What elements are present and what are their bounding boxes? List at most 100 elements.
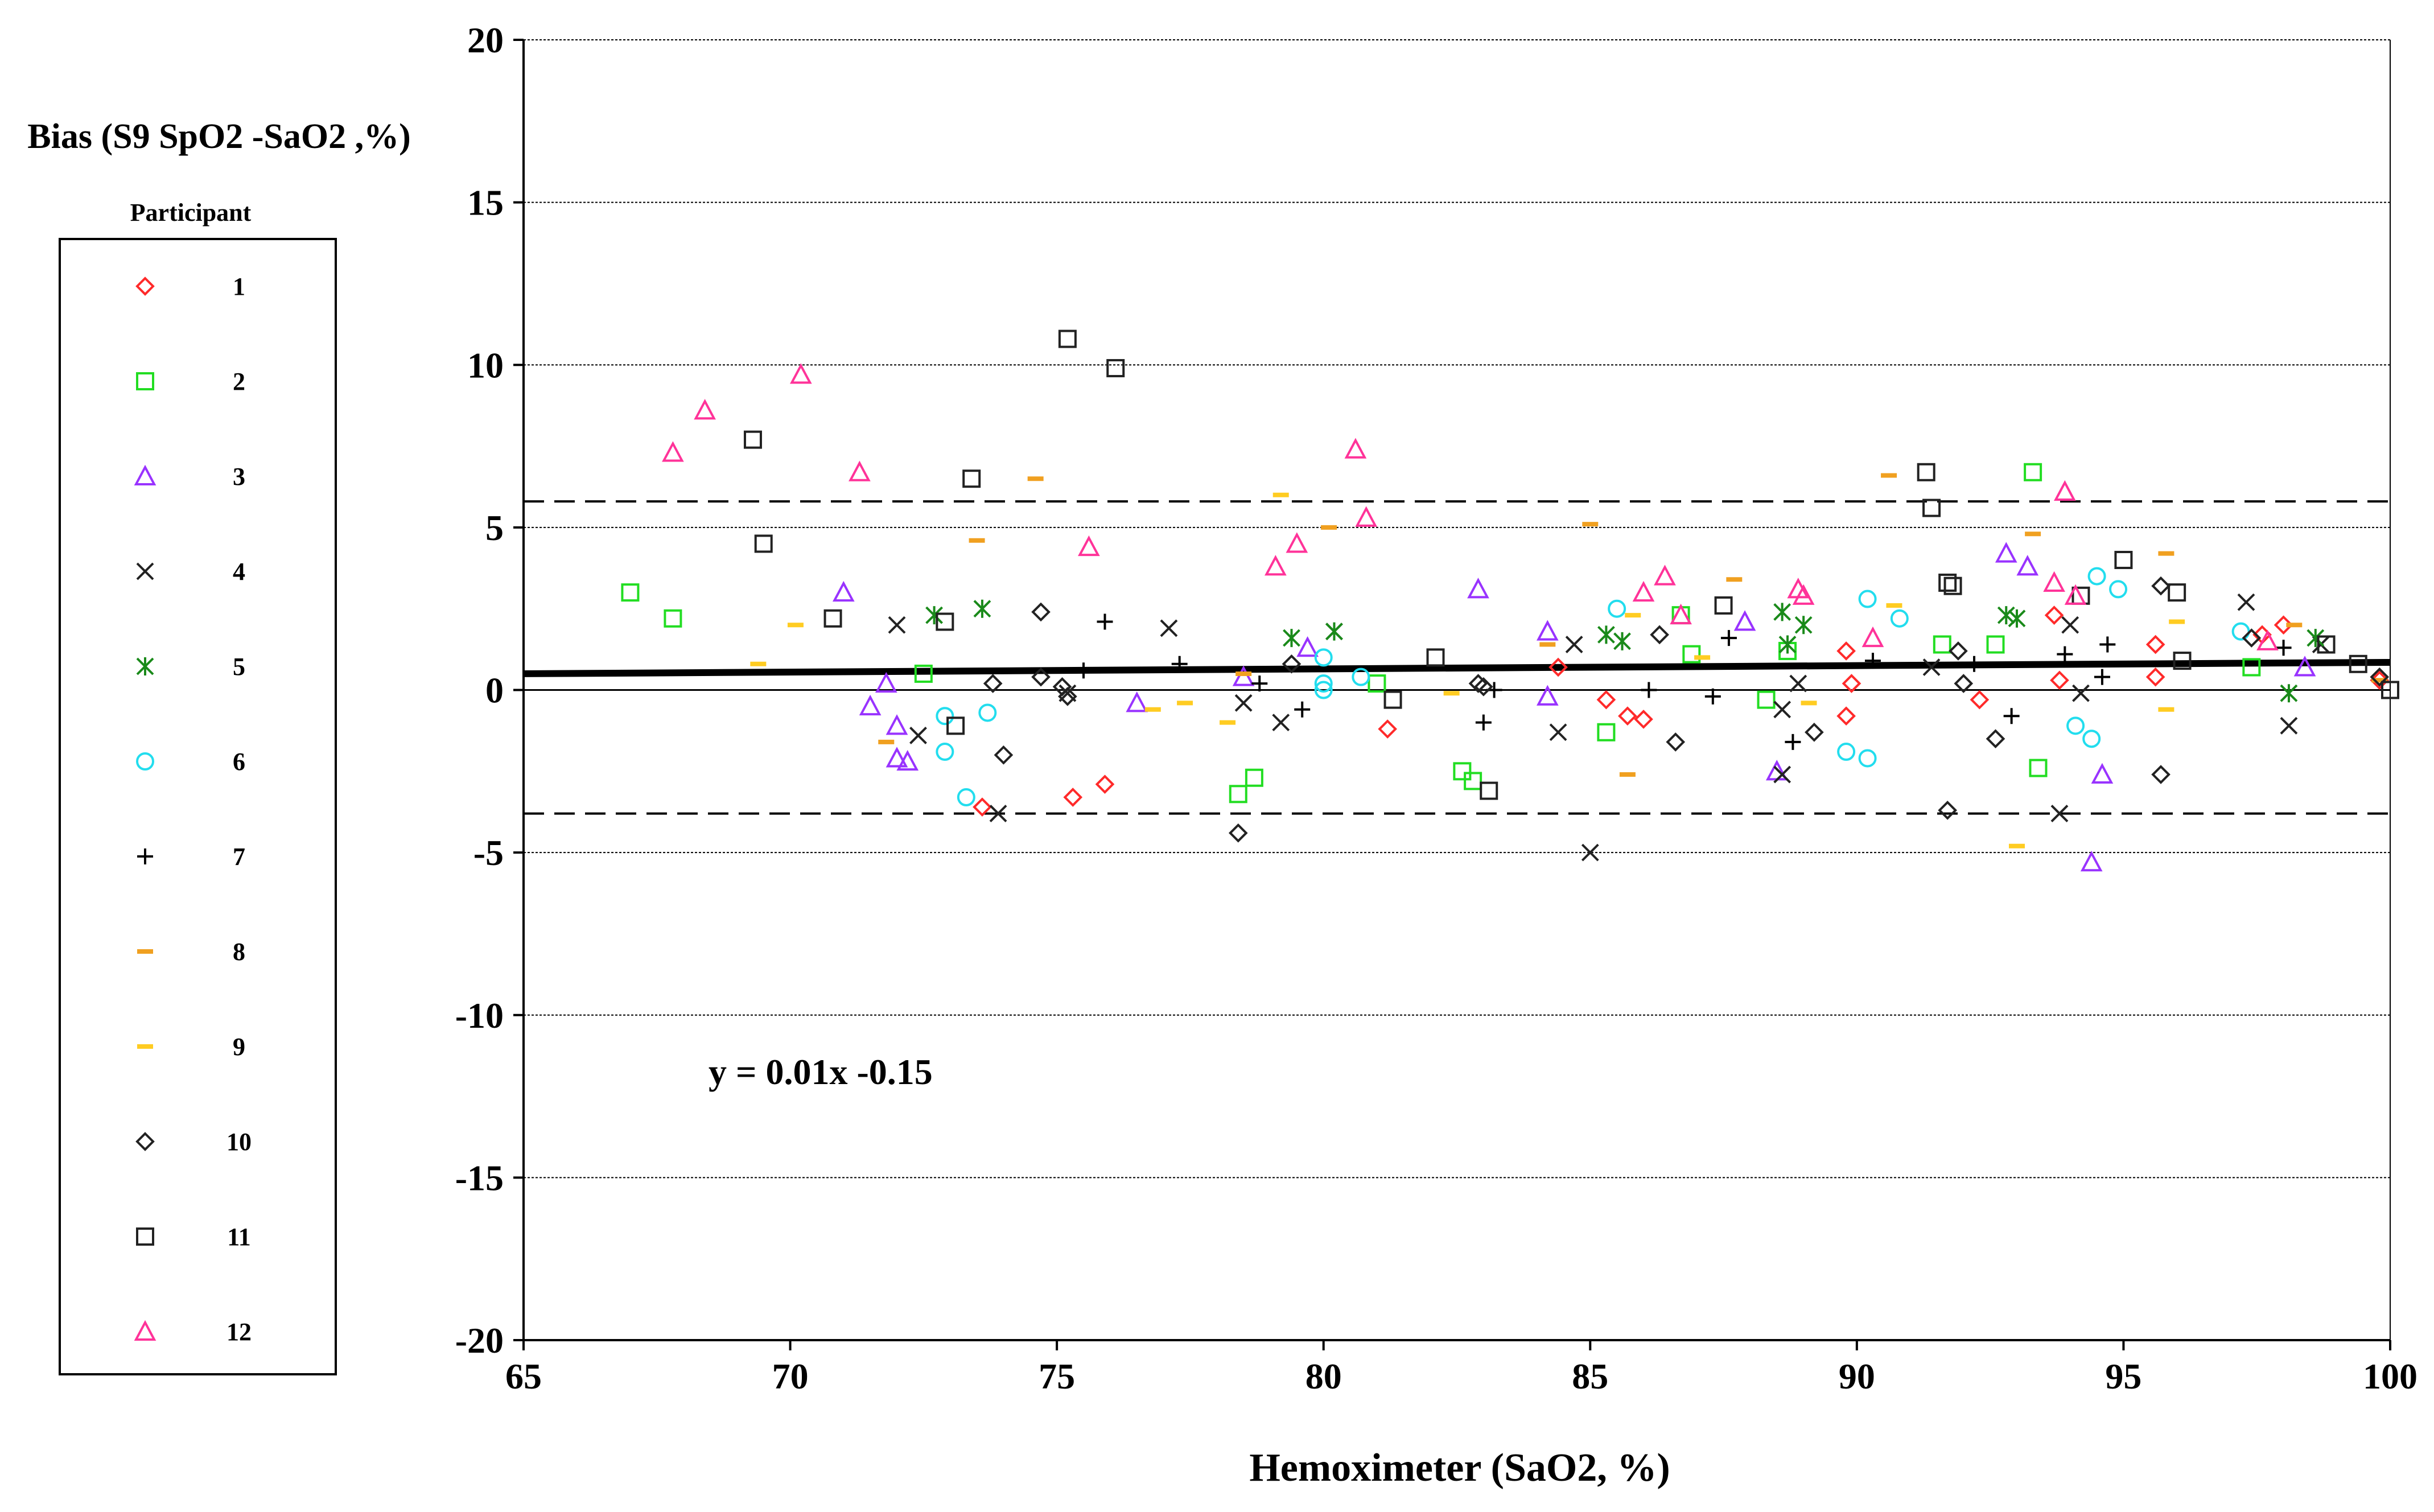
data-point-participant-2 bbox=[1682, 645, 1701, 664]
y-tick-label: 10 bbox=[467, 345, 504, 385]
data-point-participant-10 bbox=[2151, 576, 2171, 596]
data-point-participant-5 bbox=[1794, 616, 1813, 635]
data-point-participant-10 bbox=[1282, 654, 1302, 674]
data-point-participant-11 bbox=[1106, 359, 1125, 377]
data-point-participant-6 bbox=[1314, 674, 1333, 693]
x-tick-label: 100 bbox=[2363, 1356, 2417, 1396]
data-point-participant-11 bbox=[2381, 681, 2399, 699]
data-point-participant-3 bbox=[859, 694, 882, 716]
data-point-participant-6 bbox=[1858, 590, 1877, 608]
data-point-participant-7 bbox=[1076, 662, 1092, 679]
data-point-participant-7 bbox=[1294, 701, 1311, 718]
data-point-participant-12 bbox=[1344, 438, 1367, 459]
data-point-participant-7 bbox=[2094, 669, 2110, 685]
legend-label: 4 bbox=[233, 558, 245, 586]
data-point-participant-1 bbox=[1548, 657, 1568, 677]
data-point-participant-12 bbox=[2064, 584, 2087, 605]
data-point-participant-3 bbox=[896, 749, 919, 771]
data-point-participant-5 bbox=[2280, 684, 2298, 703]
data-point-participant-2 bbox=[1597, 723, 1616, 741]
legend-marker bbox=[136, 372, 154, 390]
series-9 bbox=[750, 492, 2185, 848]
data-point-participant-4 bbox=[1789, 674, 1807, 693]
data-point-participant-3 bbox=[1733, 610, 1756, 631]
data-points bbox=[621, 329, 2399, 872]
legend-box bbox=[59, 238, 337, 1375]
legend-label: 8 bbox=[233, 938, 245, 966]
data-point-participant-6 bbox=[978, 703, 997, 722]
series-11 bbox=[743, 329, 2399, 800]
series-6 bbox=[936, 567, 2250, 807]
data-point-participant-5 bbox=[1597, 625, 1615, 644]
data-point-participant-3 bbox=[1995, 542, 2017, 563]
data-point-participant-11 bbox=[823, 609, 842, 628]
legend-label: 6 bbox=[233, 748, 245, 776]
data-point-participant-5 bbox=[2008, 609, 2026, 628]
data-point-participant-11 bbox=[2114, 551, 2133, 569]
y-tick-label: -5 bbox=[473, 833, 504, 873]
data-point-participant-2 bbox=[1464, 772, 1482, 790]
data-point-participant-11 bbox=[1714, 596, 1733, 615]
y-tick-label: -10 bbox=[455, 995, 504, 1036]
data-point-participant-12 bbox=[789, 363, 812, 384]
data-point-participant-7 bbox=[1966, 656, 1983, 672]
data-point-participant-6 bbox=[1608, 599, 1626, 618]
data-point-participant-6 bbox=[957, 788, 975, 807]
legend-label: 5 bbox=[233, 653, 245, 681]
data-point-participant-12 bbox=[1670, 603, 1692, 625]
data-point-participant-12 bbox=[849, 460, 871, 481]
data-point-participant-12 bbox=[1078, 535, 1100, 557]
data-point-participant-10 bbox=[983, 674, 1003, 693]
data-point-participant-4 bbox=[2280, 716, 2298, 735]
y-tick-label: 20 bbox=[467, 20, 504, 60]
legend-marker bbox=[136, 752, 154, 771]
data-point-participant-10 bbox=[1650, 625, 1669, 645]
regression-equation: y = 0.01x -0.15 bbox=[709, 1052, 933, 1092]
data-point-participant-10 bbox=[994, 745, 1014, 765]
data-point-participant-1 bbox=[1596, 690, 1616, 710]
series-12 bbox=[662, 363, 2279, 650]
data-point-participant-4 bbox=[1549, 723, 1567, 741]
data-point-participant-11 bbox=[1917, 463, 1935, 481]
data-point-participant-10 bbox=[2242, 628, 2262, 648]
legend-label: 10 bbox=[226, 1128, 252, 1156]
data-point-participant-6 bbox=[936, 743, 954, 761]
data-point-participant-12 bbox=[662, 441, 684, 462]
data-point-participant-4 bbox=[2061, 616, 2079, 634]
data-point-participant-11 bbox=[2349, 654, 2367, 673]
data-point-participant-4 bbox=[2050, 805, 2069, 822]
data-point-participant-7 bbox=[2275, 640, 2292, 656]
series-2 bbox=[621, 463, 2261, 804]
data-point-participant-12 bbox=[1792, 584, 1815, 605]
data-point-participant-12 bbox=[1265, 555, 1287, 576]
x-tick-label: 90 bbox=[1839, 1356, 1875, 1396]
y-tick-label: -20 bbox=[455, 1320, 504, 1361]
legend-entry-3: 3 bbox=[134, 463, 245, 491]
data-point-participant-11 bbox=[1426, 648, 1445, 667]
series-4 bbox=[888, 593, 2330, 862]
data-point-participant-6 bbox=[936, 707, 954, 726]
series-1 bbox=[973, 605, 2390, 817]
data-point-participant-7 bbox=[1720, 630, 1737, 646]
data-point-participant-3 bbox=[875, 671, 897, 693]
data-point-participant-4 bbox=[1581, 843, 1599, 862]
data-point-participant-6 bbox=[2082, 730, 2101, 748]
data-point-participant-10 bbox=[1228, 823, 1248, 843]
data-point-participant-12 bbox=[2256, 629, 2279, 650]
legend-label: 7 bbox=[233, 843, 245, 871]
data-point-participant-7 bbox=[1251, 675, 1268, 692]
y-tick-label: 0 bbox=[485, 670, 504, 711]
data-point-participant-5 bbox=[973, 599, 991, 618]
data-point-participant-12 bbox=[2054, 480, 2076, 501]
data-point-participant-1 bbox=[2050, 670, 2069, 690]
data-point-participant-3 bbox=[1467, 578, 1489, 599]
data-point-participant-11 bbox=[2168, 583, 2186, 602]
data-point-participant-7 bbox=[1171, 656, 1188, 672]
series-3 bbox=[832, 542, 2316, 872]
series-5 bbox=[925, 599, 2325, 703]
data-point-participant-3 bbox=[832, 580, 855, 602]
data-point-participant-1 bbox=[1836, 706, 1856, 726]
